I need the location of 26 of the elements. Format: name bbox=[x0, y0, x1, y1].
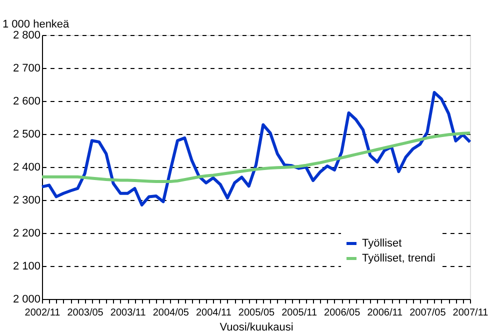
x-axis-title: Vuosi/kuukausi bbox=[220, 322, 294, 334]
line-series bbox=[40, 90, 472, 206]
y-tick-label: 2 100 bbox=[12, 260, 40, 272]
legend-label: Työlliset bbox=[362, 238, 402, 250]
y-tick-label: 2 300 bbox=[12, 194, 40, 206]
x-tick-label: 2005/11 bbox=[282, 308, 318, 318]
legend-label: Työlliset, trendi bbox=[362, 252, 436, 264]
y-tick-label: 2 800 bbox=[12, 30, 40, 42]
x-tick-label: 2007/11 bbox=[452, 308, 489, 318]
x-tick-label: 2004/11 bbox=[196, 308, 232, 318]
x-tick-label: 2006/11 bbox=[367, 308, 404, 318]
y-tick-label: 2 500 bbox=[12, 128, 40, 140]
line-series bbox=[40, 132, 472, 184]
y-tick-label: 2 400 bbox=[12, 162, 40, 174]
x-tick-label: 2006/05 bbox=[324, 308, 361, 318]
x-tick-label: 2004/05 bbox=[152, 308, 190, 318]
x-tick-label: 2005/05 bbox=[238, 308, 276, 318]
x-tick-label: 2002/11 bbox=[24, 308, 61, 318]
x-tick-label: 2007/05 bbox=[410, 308, 446, 318]
y-axis-title: 1 000 henkeä bbox=[2, 18, 70, 30]
y-tick-label: 2 200 bbox=[12, 228, 40, 240]
x-tick-label: 2003/11 bbox=[110, 308, 146, 318]
x-tick-label: 2003/05 bbox=[67, 308, 104, 318]
y-tick-label: 2 000 bbox=[12, 294, 40, 306]
y-tick-label: 2 600 bbox=[12, 96, 40, 108]
y-tick-label: 2 700 bbox=[12, 62, 40, 74]
